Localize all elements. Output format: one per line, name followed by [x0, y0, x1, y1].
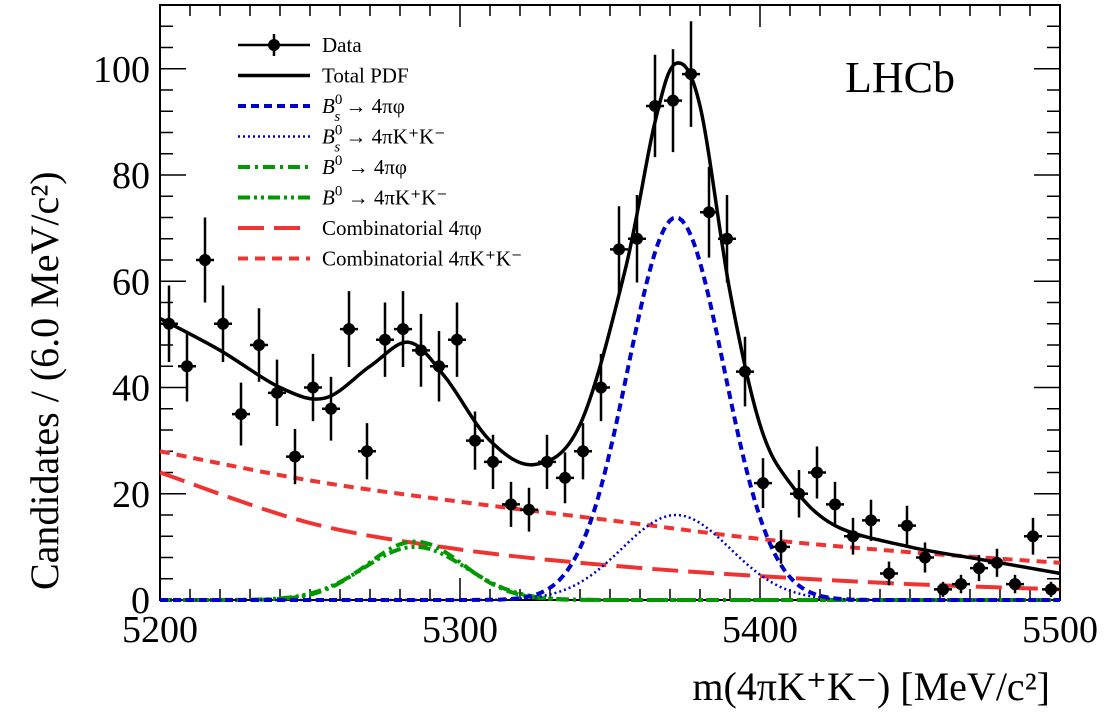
data-point [667, 94, 679, 107]
total-pdf-curve [159, 61, 1061, 576]
data-point [919, 551, 931, 564]
legend-label-data: Data [322, 33, 362, 57]
y-tick-label: 20 [112, 474, 150, 516]
legend-label-b0_phi: B0 → 4πφ [322, 153, 407, 179]
data-point [379, 333, 391, 346]
data-point [721, 232, 733, 245]
lhcb-label: LHCb [845, 53, 955, 102]
data-point [451, 333, 463, 346]
x-tick-label: 5200 [122, 609, 198, 651]
data-point [505, 498, 517, 511]
fit-curves [159, 61, 1061, 602]
data-point [649, 99, 661, 112]
data-point [865, 514, 877, 527]
legend-label-b0_kk: B0 → 4πK⁺K⁻ [322, 184, 447, 210]
y-tick-label: 100 [93, 49, 150, 91]
legend-swatch-data-marker [268, 39, 280, 51]
x-axis-label: m(4πK⁺K⁻) [MeV/c²] [692, 664, 1050, 709]
data-point [883, 567, 895, 580]
data-point [757, 477, 769, 490]
data-point [397, 323, 409, 336]
data-point [559, 471, 571, 484]
data-point [217, 317, 229, 330]
data-point [991, 556, 1003, 569]
data-point [595, 381, 607, 394]
data-point [1045, 583, 1057, 596]
data-point [775, 540, 787, 553]
data-point [685, 68, 697, 81]
data-point [343, 323, 355, 336]
x-tick-label: 5500 [1022, 609, 1098, 651]
y-tick-label: 60 [112, 261, 150, 303]
data-point [253, 339, 265, 351]
legend-label-bs_kk: B0 s → 4πK⁺K⁻ [322, 123, 445, 156]
data-point [433, 360, 445, 373]
data-point [847, 530, 859, 543]
axis-ticks: 5200 5300 5400 5500 0 20 40 60 80 100 [93, 4, 1098, 651]
y-tick-label: 80 [112, 155, 150, 197]
data-point [199, 254, 211, 266]
data-point [289, 450, 301, 463]
data-point [613, 243, 625, 256]
data-point [487, 455, 499, 468]
data-point [1009, 578, 1021, 591]
data-point [307, 381, 319, 394]
data-point [955, 578, 967, 591]
data-point [163, 317, 175, 330]
legend-label-comb_kk: Combinatorial 4πK⁺K⁻ [322, 247, 522, 271]
legend-label-total: Total PDF [322, 64, 409, 88]
data-point [631, 232, 643, 245]
data-point [577, 445, 589, 458]
data-point [325, 402, 337, 415]
combinatorial-4pi-kk-curve [159, 449, 1061, 565]
data-point [973, 562, 985, 575]
x-tick-label: 5400 [722, 609, 798, 651]
data-points [160, 21, 1060, 597]
y-axis-label: Candidates / (6.0 MeV/c²) [22, 171, 67, 590]
data-point [811, 466, 823, 479]
b0-4pi-phi-curve [160, 539, 1060, 602]
data-point [739, 365, 751, 378]
bs-4pi-phi-curve [160, 215, 1060, 602]
data-point [469, 434, 481, 447]
data-point [1027, 530, 1039, 543]
legend-label-comb_phi: Combinatorial 4πφ [322, 216, 482, 240]
data-point [271, 386, 283, 399]
data-point [361, 445, 373, 458]
y-tick-label: 40 [112, 368, 150, 410]
data-point [415, 344, 427, 357]
data-point [523, 503, 535, 516]
data-point [901, 519, 913, 532]
data-point [793, 487, 805, 500]
legend-label-bs_phi: B0 s → 4πφ [322, 92, 405, 125]
data-point [703, 206, 715, 219]
data-point [829, 498, 841, 511]
combinatorial-4pi-phi-curve [159, 470, 1061, 592]
data-point [541, 455, 553, 468]
data-point [181, 360, 193, 373]
x-tick-label: 5300 [422, 609, 498, 651]
data-point [235, 408, 247, 421]
data-point [937, 583, 949, 596]
y-tick-label: 0 [131, 580, 150, 622]
